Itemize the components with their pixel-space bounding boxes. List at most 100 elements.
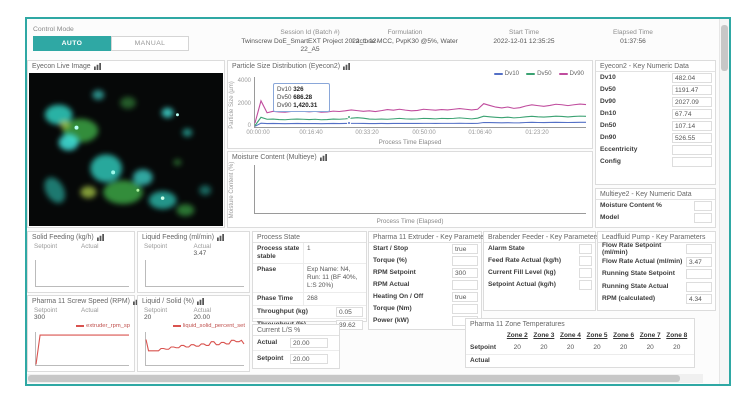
fill-level-field[interactable] — [579, 268, 592, 278]
table-row: Actual20.00 — [253, 336, 339, 351]
heating-field[interactable]: true — [452, 292, 478, 302]
chart-icon — [94, 63, 101, 70]
legend-item-dv50[interactable]: Dv50 — [526, 70, 551, 77]
dn10-value-field[interactable]: 67.74 — [672, 109, 712, 119]
torque-pct-field[interactable] — [452, 256, 478, 266]
moisture-x-axis-label: Process Time (Elapsed) — [228, 218, 592, 225]
current-ls-title: Current L/S % — [253, 325, 339, 336]
feed-rate-actual-field[interactable] — [579, 256, 592, 266]
table-row: Config — [596, 156, 715, 168]
control-mode-label: Control Mode — [33, 26, 74, 33]
x-tick-1: 00:16:40 — [299, 130, 322, 136]
table-row: RPM Setpoint300 — [369, 267, 481, 279]
table-row: Phase Time268 — [253, 293, 366, 306]
particle-legend[interactable]: Dv10 Dv50 Dv90 — [494, 70, 584, 77]
extruder-title: Pharma 11 Extruder - Key Parameters — [369, 232, 481, 243]
legend-item-dv10[interactable]: Dv10 — [494, 70, 519, 77]
liquid-solid-legend[interactable]: liquid_solid_percent_set — [173, 323, 245, 329]
legend-item-dv90[interactable]: Dv90 — [559, 70, 584, 77]
start-stop-field[interactable]: true — [452, 244, 478, 254]
elapsed-time-label: Elapsed Time — [583, 29, 683, 36]
auto-button[interactable]: AUTO — [33, 36, 111, 51]
running-actual-field[interactable] — [686, 282, 712, 292]
start-time-block: Start Time 2022-12-01 12:35:25 — [469, 29, 579, 46]
zone-4-header: Zone 4 — [557, 332, 584, 339]
config-value-field[interactable] — [672, 157, 712, 167]
setpoint-actual-row: Setpoint Actual3.47 — [138, 242, 249, 258]
particle-plot-area[interactable]: Dv10 326 Dv50 686.28 Dv90 1,420.31 — [254, 77, 586, 128]
zone-3-setpoint[interactable]: 20 — [531, 344, 558, 351]
dn50-value-field[interactable]: 107.14 — [672, 121, 712, 131]
dv10-marker-dot — [347, 121, 351, 125]
throughput-kg-field[interactable]: 0.05 — [336, 307, 363, 317]
solid-feeding-chart[interactable] — [36, 260, 129, 286]
zone-6-setpoint[interactable]: 20 — [610, 344, 637, 351]
ls-setpoint-field[interactable]: 20.00 — [290, 354, 328, 364]
table-row: Setpoint20.00 — [253, 351, 339, 366]
y-tick-4000: 4000 — [228, 78, 251, 84]
setpoint-actual-row: Setpoint20 Actual20.00 — [138, 306, 249, 322]
moisture-chart[interactable] — [255, 165, 586, 213]
dv90-value-field[interactable]: 2027.09 — [672, 97, 712, 107]
table-row: Eccentricity — [596, 144, 715, 156]
ls-actual-field[interactable]: 20.00 — [290, 338, 328, 348]
phase-value: Exp Name: N4, Run: 11 (BF 40%, L:S 20%) — [303, 264, 366, 292]
screw-speed-plot[interactable] — [35, 332, 129, 366]
table-row: Current Fill Level (kg) — [484, 267, 595, 279]
zone-5-header: Zone 5 — [584, 332, 611, 339]
table-row: Moisture Content % — [596, 200, 715, 212]
screw-speed-chart[interactable] — [36, 332, 129, 365]
eccentricity-value-field[interactable] — [672, 145, 712, 155]
liquid-feeding-actual: 3.47 — [194, 250, 244, 258]
zone-5-setpoint[interactable]: 20 — [584, 344, 611, 351]
manual-button[interactable]: MANUAL — [111, 36, 189, 51]
zone-2-setpoint[interactable]: 20 — [504, 344, 531, 351]
setpoint-actual-field[interactable] — [579, 280, 592, 290]
flow-setpoint-field[interactable] — [686, 244, 712, 254]
zone-8-setpoint[interactable]: 20 — [663, 344, 690, 351]
dn90-value-field[interactable]: 526.55 — [672, 133, 712, 143]
liquid-solid-title: Liquid / Solid (%) — [138, 296, 249, 306]
rpm-line-swatch — [76, 325, 84, 327]
table-row: Dn50107.14 — [596, 120, 715, 132]
zone-4-setpoint[interactable]: 20 — [557, 344, 584, 351]
dv10-value-field[interactable]: 482.04 — [672, 73, 712, 83]
horizontal-scrollbar-thumb[interactable] — [28, 375, 680, 382]
table-row: Feed Rate Actual (kg/h) — [484, 255, 595, 267]
rpm-calculated-field[interactable]: 4.34 — [686, 294, 712, 304]
zone-7-setpoint[interactable]: 20 — [637, 344, 664, 351]
liquid-feeding-chart[interactable] — [146, 260, 244, 286]
moisture-content-value-field[interactable] — [694, 201, 712, 211]
rpm-actual-field[interactable] — [452, 280, 478, 290]
ls-line-swatch — [173, 325, 181, 327]
moisture-panel: Moisture Content (Multieye) Moisture Con… — [227, 151, 593, 228]
model-value-field[interactable] — [694, 213, 712, 223]
vertical-scrollbar[interactable] — [719, 19, 729, 384]
moisture-title-text: Moisture Content (Multieye) — [232, 154, 317, 161]
throughput-pct-field[interactable]: 39.62 — [336, 320, 363, 330]
moisture-plot-area[interactable] — [254, 165, 586, 214]
liquid-solid-panel: Liquid / Solid (%) Setpoint20 Actual20.0… — [137, 295, 250, 372]
dv50-value-field[interactable]: 1191.47 — [672, 85, 712, 95]
solid-feeding-plot[interactable] — [35, 260, 129, 287]
particle-camera-frame — [29, 73, 223, 226]
table-row: Running State Setpoint — [598, 268, 715, 281]
screw-speed-legend[interactable]: extruder_rpm_sp — [76, 323, 130, 329]
vertical-scrollbar-thumb[interactable] — [721, 25, 728, 71]
alarm-state-field[interactable] — [579, 244, 592, 254]
chart-icon — [343, 63, 350, 70]
liquid-solid-chart[interactable] — [146, 332, 244, 365]
liquid-solid-plot[interactable] — [145, 332, 244, 366]
chart-icon — [217, 234, 224, 241]
rpm-setpoint-field[interactable]: 300 — [452, 268, 478, 278]
liquid-feeding-plot[interactable] — [145, 260, 244, 287]
table-row: Dn1067.74 — [596, 108, 715, 120]
eyecon-live-image-panel: Eyecon Live Image — [27, 60, 225, 228]
running-setpoint-field[interactable] — [686, 269, 712, 279]
torque-nm-field[interactable] — [452, 304, 478, 314]
table-row: RPM Actual — [369, 279, 481, 291]
horizontal-scrollbar[interactable] — [27, 374, 703, 383]
flow-actual-field[interactable]: 3.47 — [686, 257, 712, 267]
particle-size-title-text: Particle Size Distribution (Eyecon2) — [232, 63, 340, 70]
liquid-feeding-title: Liquid Feeding (ml/min) — [138, 232, 249, 242]
